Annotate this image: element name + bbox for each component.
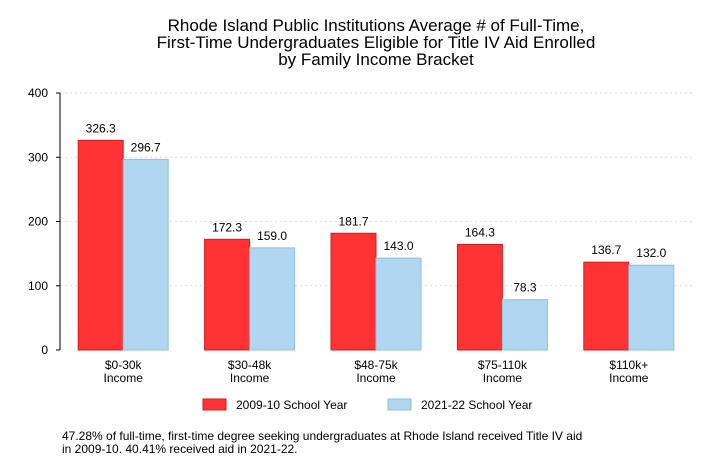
chart-title-line: First-Time Undergraduates Eligible for T… [157, 33, 596, 52]
legend-label: 2009-10 School Year [236, 398, 347, 412]
legend: 2009-10 School Year 2021-22 School Year [202, 398, 532, 412]
bars [77, 139, 675, 351]
bar [375, 257, 422, 351]
y-tick-label: 100 [28, 279, 48, 293]
bar [456, 243, 503, 351]
bar [583, 261, 630, 351]
category-label: Income [230, 371, 270, 385]
legend-swatch [387, 398, 412, 411]
category-label: $110k+ [609, 358, 648, 372]
data-labels: 326.3 296.7 172.3 159.0 181.7 143.0 164.3 78.3 1… [86, 121, 667, 294]
data-label: 296.7 [131, 140, 161, 154]
footnote: 47.28% of full-time, first-time degree s… [62, 430, 682, 456]
data-label: 181.7 [338, 214, 368, 228]
y-axis-ticks: 0 100 200 300 400 [28, 86, 60, 357]
bar [122, 158, 169, 351]
category-label: Income [104, 371, 144, 385]
data-label: 143.0 [383, 239, 413, 253]
data-label: 136.7 [591, 243, 621, 257]
legend-swatch [202, 398, 227, 411]
footnote-line-2: in 2009-10. 40.41% received aid in 2021-… [62, 442, 298, 456]
y-tick-label: 0 [41, 343, 48, 357]
category-label: $75-110k [478, 358, 528, 372]
data-label: 159.0 [257, 229, 287, 243]
bar [330, 232, 377, 351]
category-label: Income [483, 371, 523, 385]
bar [501, 299, 548, 351]
y-tick-label: 300 [28, 150, 48, 164]
y-tick-label: 200 [28, 215, 48, 229]
data-label: 132.0 [636, 246, 666, 260]
bar [628, 264, 675, 351]
category-label: $0-30k [105, 358, 143, 372]
chart-title-line: by Family Income Bracket [278, 50, 474, 69]
category-label: $30-48k [228, 358, 272, 372]
y-tick-label: 400 [28, 86, 48, 100]
data-label: 172.3 [212, 220, 242, 234]
chart-title: Rhode Island Public Institutions Average… [157, 16, 596, 69]
data-label: 164.3 [465, 225, 495, 239]
category-label: Income [356, 371, 396, 385]
category-label: Income [609, 371, 649, 385]
bar [204, 238, 251, 351]
x-axis-categories: $0-30kIncome$30-48kIncome$48-75kIncome$7… [104, 358, 649, 385]
data-label: 78.3 [513, 281, 537, 295]
bar [77, 139, 124, 351]
chart-title-line: Rhode Island Public Institutions Average… [168, 16, 585, 35]
legend-label: 2021-22 School Year [421, 398, 532, 412]
footnote-line-1: 47.28% of full-time, first-time degree s… [62, 429, 583, 443]
data-label: 326.3 [86, 121, 116, 135]
bar [249, 247, 296, 351]
category-label: $48-75k [354, 358, 398, 372]
